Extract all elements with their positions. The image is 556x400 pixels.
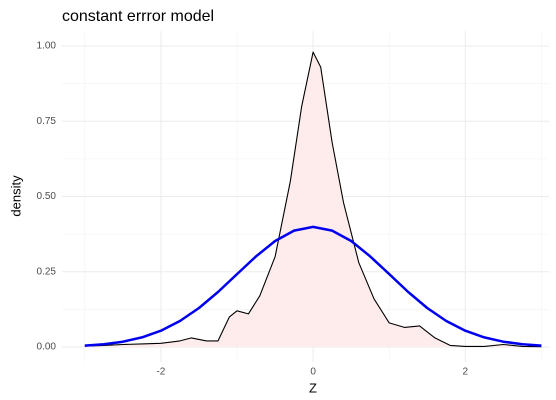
x-tick-label: 0: [310, 367, 316, 378]
chart-title: constant errror model: [62, 8, 214, 25]
density-line: [84, 51, 542, 348]
y-tick-label: 0.50: [37, 191, 57, 202]
y-tick-label: 0.25: [37, 266, 57, 277]
y-axis-title: density: [8, 175, 23, 217]
y-tick-label: 0.75: [37, 116, 57, 127]
x-tick-label: 2: [463, 367, 469, 378]
y-tick-label: 1.00: [37, 41, 57, 52]
density-line: [84, 225, 542, 347]
x-axis-title: Z: [309, 380, 317, 395]
density-area: [84, 52, 542, 347]
x-tick-label: -2: [156, 367, 165, 378]
y-tick-label: 0.00: [37, 342, 57, 353]
